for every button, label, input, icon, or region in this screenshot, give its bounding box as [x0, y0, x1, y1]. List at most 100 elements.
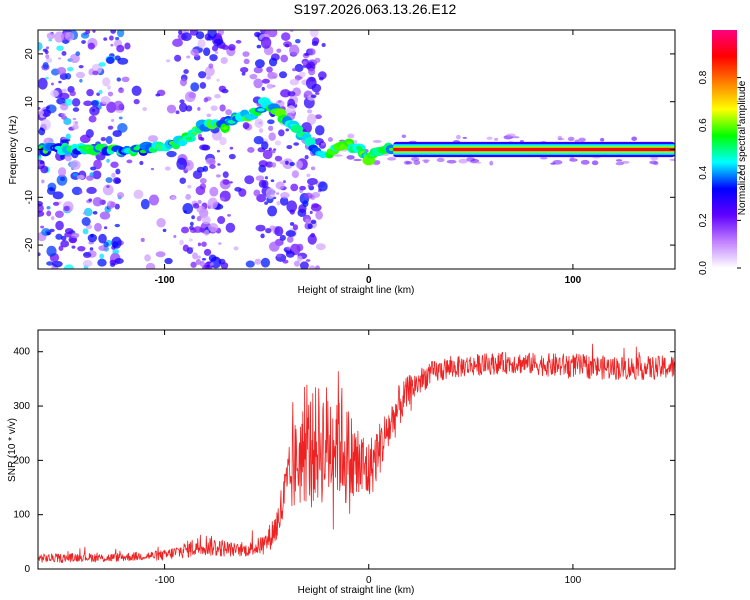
spectrogram-noise-blob	[64, 98, 73, 106]
spectrogram-noise-blob	[196, 205, 206, 214]
spectrogram-noise-blob	[210, 105, 218, 112]
spectrogram-noise-blob	[242, 122, 250, 130]
spectrogram-noise-blob	[60, 153, 66, 160]
spectrogram-noise-blob	[276, 200, 281, 206]
spectrogram-noise-blob	[218, 85, 227, 93]
spectrogram-noise-blob	[107, 91, 114, 97]
spectrogram-noise-blob	[253, 136, 264, 145]
spectrogram-noise-blob	[179, 99, 185, 104]
spectrogram-noise-blob	[387, 157, 397, 161]
spectrogram-noise-blob	[76, 174, 85, 180]
spectrogram-noise-blob	[295, 38, 301, 44]
spectrogram-noise-blob	[118, 116, 123, 120]
spectrogram-noise-blob	[262, 149, 273, 160]
spectrogram-noise-blob	[38, 41, 43, 51]
spectrogram-noise-blob	[148, 194, 160, 206]
spectrogram-noise-blob	[196, 255, 201, 259]
spectrogram-noise-blob	[204, 229, 210, 236]
spectrogram-noise-blob	[267, 71, 278, 79]
spectrogram-noise-blob	[207, 197, 218, 210]
spectrogram-noise-blob	[315, 265, 320, 269]
spectrogram-noise-blob	[99, 253, 105, 260]
spectrogram-noise-blob	[279, 160, 284, 165]
spectrogram-noise-blob	[220, 262, 229, 269]
spectrogram-noise-blob	[314, 114, 322, 120]
spectrogram-noise-blob	[267, 119, 275, 125]
spectrogram-noise-blob	[199, 144, 209, 151]
spectrogram-noise-blob	[202, 215, 211, 225]
spectrogram-noise-blob	[401, 134, 407, 139]
spectrogram-noise-blob	[98, 62, 106, 67]
spectrogram-noise-blob	[106, 185, 110, 188]
spectrogram-noise-blob	[65, 73, 72, 80]
spectrogram-noise-blob	[219, 136, 227, 146]
spectrogram-noise-blob	[306, 113, 317, 125]
spectrogram-noise-blob	[195, 258, 201, 265]
spectrogram-noise-blob	[306, 173, 311, 178]
spectrogram-noise-blob	[318, 181, 328, 192]
spectrogram-noise-blob	[194, 52, 199, 57]
spectrogram-noise-blob	[108, 35, 114, 41]
spectrogram-noise-blob	[107, 125, 114, 130]
spectrogram-noise-blob	[89, 247, 94, 251]
spectrogram-noise-blob	[105, 177, 113, 183]
colorbar-tick-label: 0.0	[698, 261, 709, 275]
spectrogram-noise-blob	[293, 260, 300, 267]
spectrogram-noise-blob	[82, 228, 89, 235]
spectrogram-noise-blob	[144, 254, 151, 262]
spectrogram-noise-blob	[285, 230, 296, 237]
spectrogram-noise-blob	[85, 30, 91, 35]
spectrogram-noise-blob	[172, 38, 183, 48]
spectrogram-noise-blob	[107, 85, 111, 90]
spectrogram-noise-blob	[52, 191, 64, 200]
spectrogram-noise-blob	[253, 66, 263, 74]
colorbar-ticks: 0.0 0.2 0.4 0.6 0.8	[698, 70, 741, 275]
spectrogram-noise-blob	[66, 66, 74, 72]
spectrogram-noise-blob	[38, 110, 45, 116]
spectrogram-noise-blob	[260, 36, 272, 49]
spectrogram-noise-blob	[220, 57, 228, 65]
spectrogram-noise-blob	[112, 177, 121, 185]
spectrogram-noise-blob	[42, 62, 49, 70]
spectrogram-noise-blob	[274, 140, 282, 146]
spectrogram-noise-blob	[305, 218, 310, 224]
spectrogram-noise-blob	[50, 216, 55, 221]
spectrogram-tone-core	[393, 147, 675, 152]
spectrogram-noise-blob	[63, 117, 72, 126]
spectrogram-noise-blob	[333, 154, 343, 157]
spectrogram-noise-blob	[110, 161, 119, 168]
spectrogram-noise-blob	[203, 47, 211, 57]
spectrogram-noise-blob	[293, 142, 300, 146]
spectrogram-noise-blob	[254, 59, 265, 68]
x-tick-label: -100	[155, 575, 175, 586]
spectrogram-noise-blob	[249, 73, 258, 80]
spectrogram-noise-blob	[327, 137, 333, 141]
spectrogram-noise-blob	[86, 186, 97, 194]
spectrogram-noise-blob	[309, 30, 319, 38]
spectrogram-noise-blob	[116, 77, 122, 82]
spectrogram-noise-blob	[489, 160, 494, 166]
y-tick-label: 20	[24, 48, 35, 60]
spectrogram-noise-blob	[268, 57, 278, 67]
spectrogram-noise-blob	[87, 233, 98, 243]
spectrogram-noise-blob	[72, 120, 79, 125]
spectrogram-noise-blob	[38, 210, 45, 217]
spectrogram-noise-blob	[216, 149, 221, 153]
spectrogram-noise-blob	[287, 91, 296, 97]
spectrogram-noise-blob	[82, 212, 86, 215]
spectrogram-noise-blob	[346, 155, 355, 160]
spectrogram-noise-blob	[79, 78, 83, 83]
spectrogram-noise-blob	[187, 184, 192, 189]
spectrogram-noise-blob	[276, 192, 280, 195]
spectrogram-noise-blob	[52, 260, 63, 268]
spectrogram-noise-blob	[286, 144, 293, 150]
spectrogram-noise-blob	[97, 258, 107, 267]
spectrogram-noise-blob	[234, 186, 242, 192]
spectrogram-noise-blob	[264, 201, 269, 205]
spectrogram-noise-blob	[306, 109, 313, 114]
spectrogram-noise-blob	[276, 48, 282, 53]
spectrogram-noise-blob	[46, 57, 53, 63]
spectrogram-noise-blob	[65, 133, 71, 140]
spectrogram-noise-blob	[103, 241, 109, 248]
